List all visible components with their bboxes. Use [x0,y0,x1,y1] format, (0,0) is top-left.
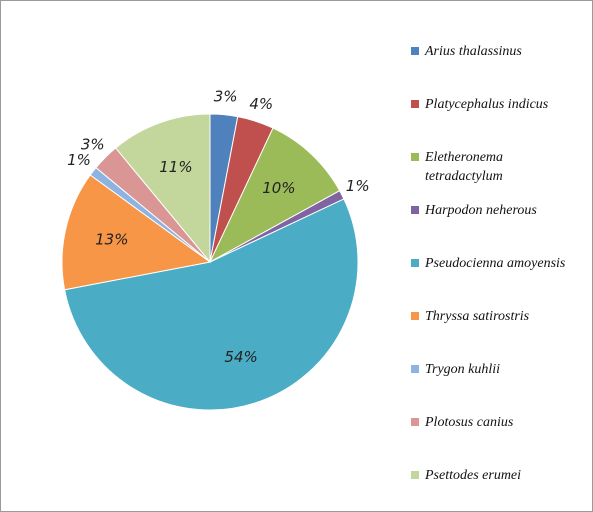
legend-item: Platycephalus indicus [411,95,575,114]
slice-label: 4% [249,95,273,113]
legend-label: Thryssa satirostris [425,309,530,324]
legend-swatch [411,312,419,320]
legend-item: Plotosus canius [411,413,575,432]
legend-label: Eletheronema tetradactylum [425,150,504,184]
legend-item: Arius thalassinus [411,42,575,61]
legend-swatch [411,47,419,55]
slice-label: 11% [159,158,192,176]
slice-label: 10% [262,179,295,197]
legend-swatch [411,418,419,426]
legend-item: Harpodon neherous [411,201,575,220]
slice-label: 3% [81,135,105,153]
pie-slice [114,113,211,264]
legend-swatch [411,259,419,267]
legend-label: Plotosus canius [425,415,514,430]
legend-item: Pseudocienna amoyensis [411,254,575,273]
legend-swatch [411,206,419,214]
legend-item: Eletheronema tetradactylum [411,148,535,186]
slice-label: 13% [95,231,128,249]
legend-swatch [411,365,419,373]
slice-label: 1% [67,151,91,169]
legend-label: Platycephalus indicus [425,97,549,112]
legend-swatch [411,100,419,108]
pie-slice [208,127,341,264]
legend-label: Trygon kuhlii [425,362,501,377]
legend-item: Trygon kuhlii [411,360,575,379]
legend-label: Pseudocienna amoyensis [425,256,566,271]
pie-slice [61,174,212,291]
slice-label: 3% [214,87,238,105]
legend-label: Psettodes erumei [425,468,522,483]
legend-label: Harpodon neherous [425,203,537,218]
pie-slice [64,198,359,411]
slice-label: 1% [346,177,370,195]
legend-label: Arius thalassinus [425,44,522,59]
legend-swatch [411,471,419,479]
legend-item: Thryssa satirostris [411,307,575,326]
slice-label: 54% [224,348,257,366]
legend-item: Psettodes erumei [411,466,575,485]
legend-swatch [411,153,419,161]
